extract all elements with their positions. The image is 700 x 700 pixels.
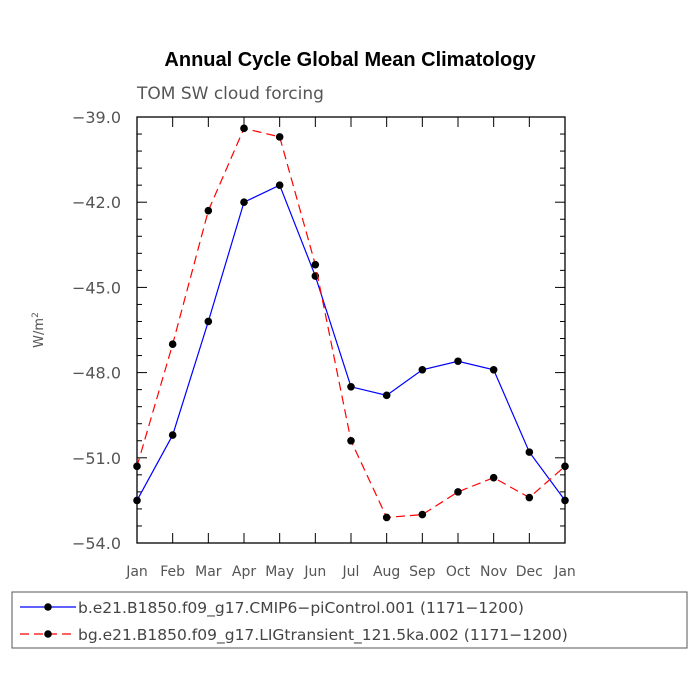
data-point	[275, 133, 284, 141]
x-tick-label: Oct	[446, 564, 471, 580]
data-point	[489, 365, 498, 374]
y-tick-label: −42.0	[72, 193, 121, 212]
legend-label-2: bg.e21.B1850.f09_g17.LIGtransient_121.5k…	[78, 626, 568, 645]
x-tick-label: Dec	[516, 564, 543, 580]
legend-box	[11, 591, 688, 649]
data-point	[525, 448, 534, 456]
data-point	[240, 198, 248, 206]
x-tick-label: Jul	[342, 564, 360, 580]
data-point	[418, 365, 427, 374]
x-tick-label: Nov	[480, 564, 507, 580]
plot-frame	[136, 116, 566, 544]
data-point	[133, 462, 141, 471]
x-tick-label: Mar	[195, 564, 222, 580]
y-tick-label: −51.0	[72, 449, 121, 468]
data-point	[382, 513, 391, 522]
data-point	[489, 473, 498, 482]
x-tick-label: Jan	[553, 564, 576, 580]
y-axis-label-text: W/m	[32, 318, 47, 348]
data-point	[168, 431, 177, 439]
data-point	[204, 317, 213, 326]
y-tick-label: −39.0	[72, 108, 121, 127]
legend-label-1: b.e21.B1850.f09_g17.CMIP6−piControl.001 …	[78, 599, 524, 618]
chart-subtitle: TOM SW cloud forcing	[136, 84, 324, 104]
data-point	[454, 488, 462, 496]
series-layer	[133, 124, 569, 522]
x-tick-label: Sep	[409, 564, 436, 580]
y-tick-label: −45.0	[72, 278, 121, 297]
data-point	[347, 383, 355, 391]
data-point	[311, 260, 320, 269]
y-tick-label: −48.0	[72, 364, 121, 383]
legend-marker-1	[44, 603, 52, 611]
y-axis-label: W/m2	[31, 312, 47, 348]
data-point	[275, 181, 284, 189]
data-point	[454, 357, 462, 366]
data-point	[561, 462, 569, 471]
data-point	[168, 340, 177, 349]
data-point	[240, 124, 248, 133]
legend-marker-2	[44, 630, 52, 638]
series-2	[133, 124, 569, 522]
series-line	[136, 127, 566, 519]
chart-title: Annual Cycle Global Mean Climatology	[164, 49, 536, 71]
x-tick-label: Aug	[373, 564, 400, 580]
x-tick-label: May	[265, 564, 294, 580]
legend: b.e21.B1850.f09_g17.CMIP6−piControl.001 …	[11, 591, 688, 649]
svg-text:W/m2: W/m2	[31, 312, 47, 348]
y-tick-label: −54.0	[72, 534, 121, 553]
y-axis-label-superscript: 2	[31, 312, 41, 318]
data-point	[561, 496, 569, 505]
x-tick-label: Jan	[125, 564, 148, 580]
series-line	[136, 184, 566, 501]
x-tick-label: Jun	[303, 564, 326, 580]
data-point	[204, 206, 213, 215]
data-point	[418, 510, 427, 519]
x-tick-label: Feb	[160, 564, 185, 580]
series-1	[133, 181, 569, 505]
data-point	[525, 493, 534, 502]
data-point	[382, 391, 391, 400]
data-point	[133, 496, 141, 505]
x-tick-label: Apr	[232, 564, 256, 580]
data-point	[347, 436, 355, 445]
